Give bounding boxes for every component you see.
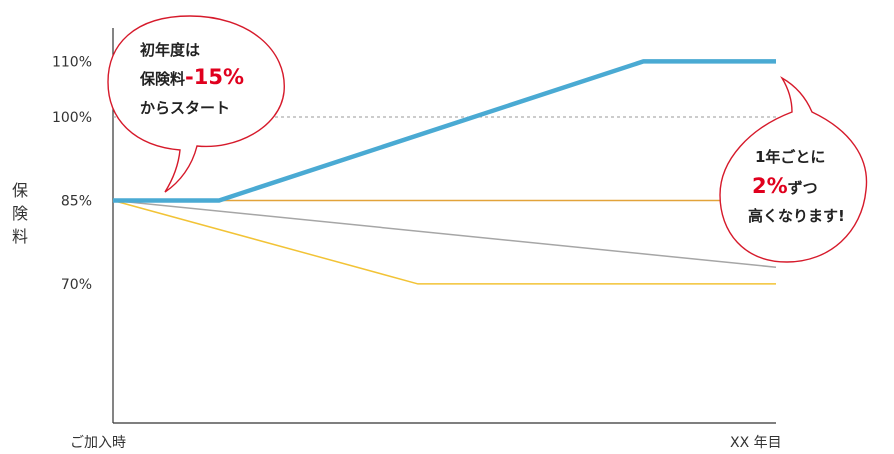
y-tick-label: 100% — [52, 110, 92, 126]
bubble-left-line3: からスタート — [140, 99, 230, 117]
bubble-right-line2-suffix: ずつ — [788, 179, 818, 197]
bubble-right-line2: 2%ずつ — [752, 174, 818, 198]
bubble-left-line2-accent: -15% — [185, 65, 244, 89]
bubble-right-shape — [719, 76, 868, 263]
bubble-left-line2: 保険料-15% — [139, 65, 244, 89]
bubble-left: 初年度は 保険料-15% からスタート — [107, 15, 285, 193]
y-tick-label: 85% — [61, 193, 92, 209]
bubble-right: 1年ごとに 2%ずつ 高くなります! — [719, 76, 868, 263]
bubble-left-line2-prefix: 保険料 — [139, 70, 185, 88]
y-tick-label: 110% — [52, 54, 92, 70]
bubble-left-line1: 初年度は — [140, 41, 200, 59]
x-tick-label-end: XX 年目 — [730, 435, 782, 451]
series-line-4 — [112, 199, 776, 285]
series-lines — [112, 59, 777, 285]
series-line-3 — [112, 199, 777, 268]
series-line-1 — [113, 59, 776, 203]
y-axis-title-char-2: 険 — [12, 204, 28, 223]
x-tick-label-start: ご加入時 — [70, 435, 126, 451]
y-axis-title-char-1: 保 — [12, 181, 28, 200]
y-tick-label: 70% — [61, 277, 92, 293]
bubble-left-shape — [107, 15, 285, 193]
bubble-right-line2-accent: 2% — [752, 174, 788, 198]
y-ticks: 110% 100% 85% 70% — [52, 54, 92, 293]
bubble-right-line1: 1年ごとに — [755, 148, 825, 166]
bubble-right-line3: 高くなります! — [748, 207, 845, 225]
y-axis-title-char-3: 料 — [12, 227, 28, 246]
